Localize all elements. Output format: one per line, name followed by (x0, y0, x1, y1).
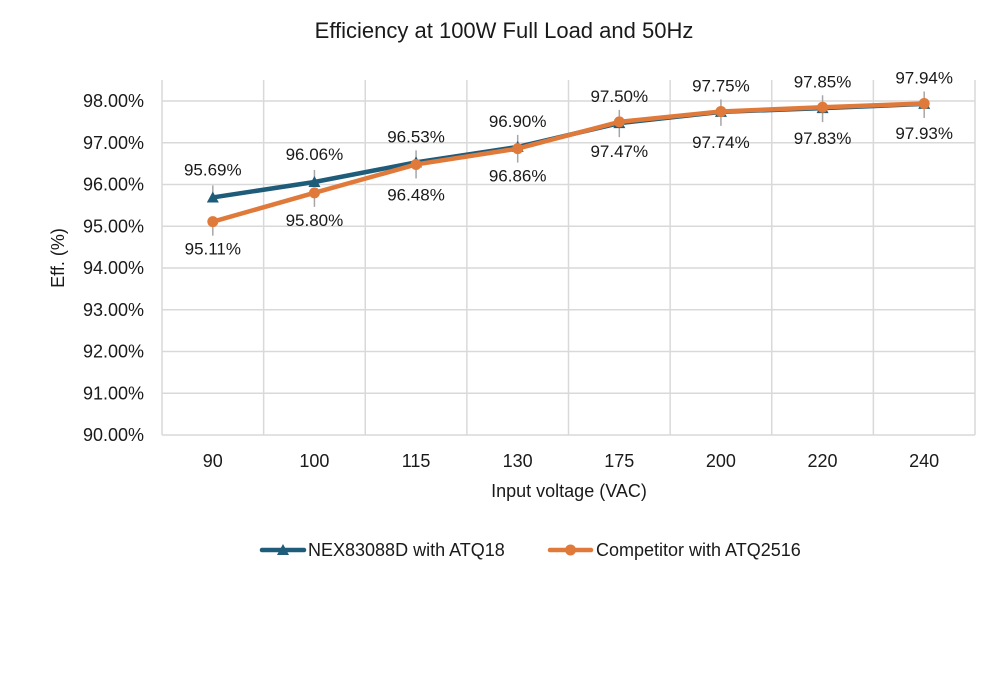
data-label: 97.83% (794, 129, 852, 148)
data-point-circle (918, 98, 930, 110)
y-axis-label: Eff. (%) (48, 228, 68, 288)
data-label: 97.47% (590, 142, 648, 161)
series-lines (206, 97, 931, 228)
x-tick-label: 130 (503, 451, 533, 471)
chart-title: Efficiency at 100W Full Load and 50Hz (315, 18, 694, 43)
data-label: 97.93% (895, 124, 953, 143)
legend-label: NEX83088D with ATQ18 (308, 540, 505, 560)
x-tick-label: 200 (706, 451, 736, 471)
data-label: 96.06% (286, 145, 344, 164)
data-point-circle (410, 158, 422, 170)
data-labels: 95.69% 95.11% 96.06% 95.80% 96.53% 96.48% 96.9… (184, 69, 953, 259)
data-label: 97.74% (692, 133, 750, 152)
x-tick-label: 220 (808, 451, 838, 471)
data-point-circle (565, 544, 576, 556)
x-tick-label: 115 (402, 451, 431, 471)
series-line (210, 101, 927, 224)
y-tick-labels: 90.00% 91.00% 92.00% 93.00% 94.00% 95.00% 96.0… (83, 91, 144, 445)
data-point-triangle (206, 191, 219, 203)
x-tick-label: 175 (604, 451, 634, 471)
data-point-triangle (277, 544, 289, 555)
y-tick-label: 93.00% (83, 300, 144, 320)
data-point-triangle (308, 175, 321, 187)
data-label: 95.11% (185, 240, 241, 259)
data-label: 97.75% (692, 76, 750, 95)
y-tick-label: 92.00% (83, 342, 144, 362)
data-label: 97.94% (895, 69, 953, 88)
x-axis-label: Input voltage (VAC) (491, 481, 647, 501)
data-label: 96.90% (489, 112, 547, 131)
x-tick-label: 240 (909, 451, 939, 471)
y-tick-label: 96.00% (83, 175, 144, 195)
data-label: 96.48% (387, 185, 445, 204)
legend: NEX83088D with ATQ18 Competitor with ATQ2… (259, 540, 801, 560)
gridlines (161, 80, 976, 436)
data-point-circle (613, 116, 625, 128)
y-tick-label: 97.00% (83, 133, 144, 153)
y-tick-label: 94.00% (83, 258, 144, 278)
y-tick-label: 91.00% (83, 383, 144, 403)
data-label: 97.50% (590, 87, 648, 106)
data-point-circle (817, 101, 829, 113)
data-label: 97.85% (794, 72, 852, 91)
data-label: 95.80% (286, 211, 344, 230)
legend-label: Competitor with ATQ2516 (596, 540, 801, 560)
data-label: 96.86% (489, 167, 547, 186)
data-point-circle (308, 187, 320, 199)
y-tick-label: 90.00% (83, 425, 144, 445)
x-tick-labels: 90 100 115 130 175 200 220 240 (203, 451, 939, 471)
data-label: 96.53% (387, 127, 445, 146)
data-point-circle (715, 105, 727, 117)
data-point-circle (512, 143, 524, 155)
y-tick-label: 98.00% (83, 91, 144, 111)
x-tick-label: 90 (203, 451, 223, 471)
x-tick-label: 100 (299, 451, 329, 471)
data-label: 95.69% (184, 160, 242, 179)
y-tick-label: 95.00% (83, 216, 144, 236)
data-point-circle (207, 216, 219, 228)
